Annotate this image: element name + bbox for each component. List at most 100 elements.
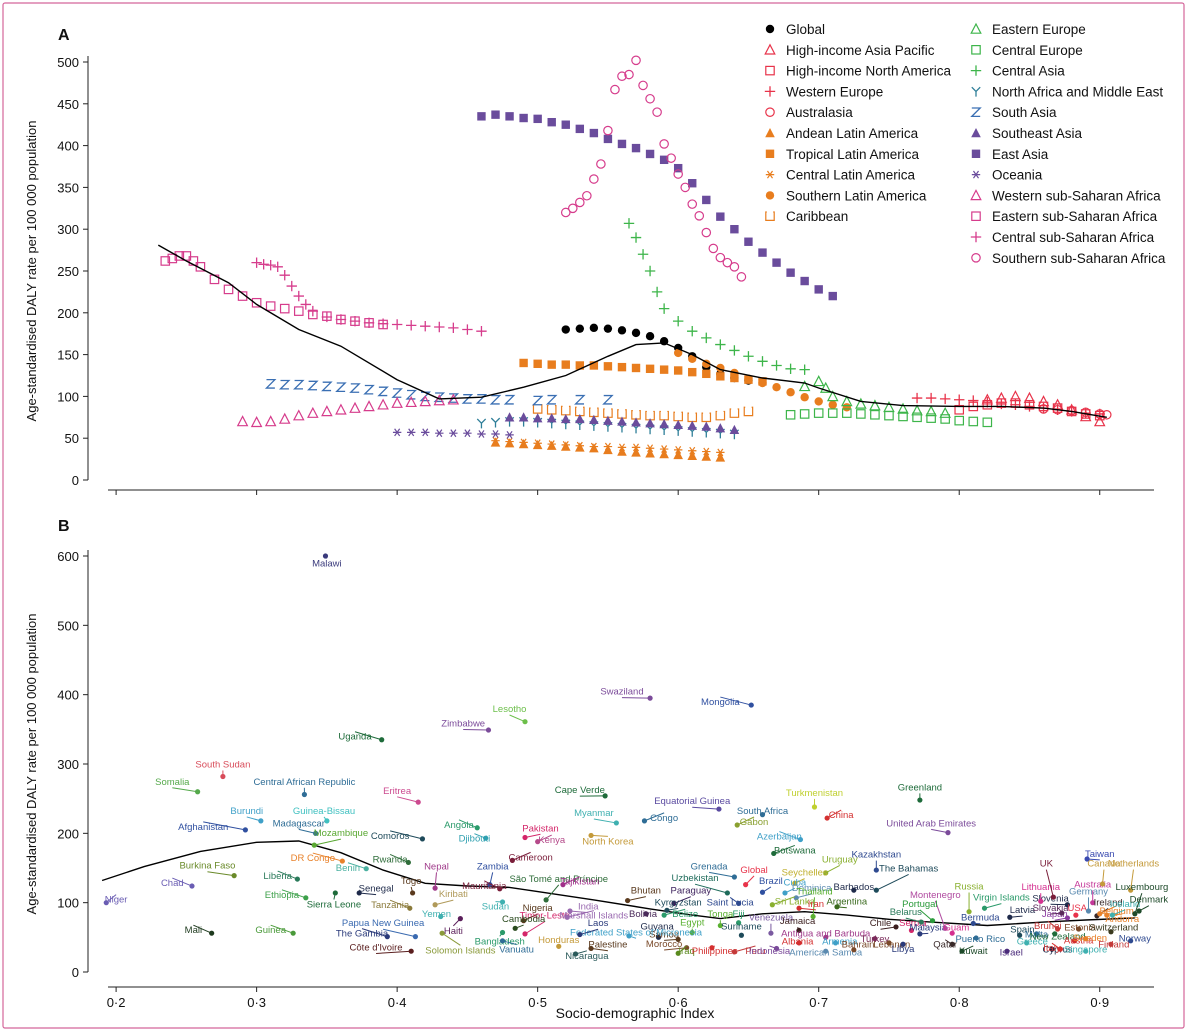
country-dot (1049, 946, 1055, 952)
country-serbia: Serbia (899, 918, 927, 934)
country-dot (731, 949, 737, 955)
country-label: Albania (782, 936, 814, 947)
country-iran: Iran (796, 899, 824, 911)
country-label: Mauritania (462, 881, 507, 892)
country-dot (917, 931, 923, 937)
country-laos: Laos (577, 918, 609, 938)
country-dot (363, 866, 369, 872)
data-point (708, 243, 719, 254)
leader-line (441, 932, 461, 946)
country-lithuania: Lithuania (1021, 882, 1061, 904)
legend-label: South Asia (992, 105, 1057, 120)
country-montenegro: Montenegro (910, 890, 961, 931)
legend-item: Central sub-Saharan Africa (970, 230, 1155, 245)
data-point (589, 128, 599, 138)
country-label: Lebanon (873, 940, 910, 951)
country-ethiopia: Ethiopia (265, 889, 309, 901)
data-point (870, 409, 880, 420)
country-label: Italy (1043, 943, 1061, 954)
data-point (533, 359, 542, 368)
data-point (912, 412, 922, 423)
legend-item: Australasia (765, 105, 853, 120)
country-zimbabwe: Zimbabwe (441, 719, 492, 733)
country-greece: Greece (1017, 936, 1048, 947)
data-point (673, 449, 683, 460)
leader-line (545, 884, 560, 901)
leader-line (277, 870, 298, 880)
country-dot (356, 890, 362, 896)
data-point (659, 445, 669, 453)
country-label: Turkey (861, 934, 890, 945)
country-bhutan: Bhutan (624, 886, 661, 904)
data-point (307, 305, 319, 317)
data-point (363, 400, 375, 412)
data-point (799, 409, 810, 419)
data-point (603, 444, 613, 455)
data-point (251, 297, 262, 308)
data-point (939, 406, 951, 418)
leader-line (203, 821, 246, 831)
country-label: São Tomé and Príncipe (509, 874, 608, 885)
country-dot (624, 897, 631, 904)
data-point (771, 360, 782, 371)
data-point (603, 415, 613, 425)
leader-line (389, 899, 410, 909)
legend-item: Oceania (971, 168, 1043, 183)
country-virgin-islands: Virgin Islands (973, 893, 1030, 911)
country-label: Sweden (1073, 933, 1107, 944)
country-label: South Africa (737, 806, 789, 817)
country-dot (771, 850, 777, 857)
country-chile: Chile (870, 918, 899, 930)
country-cambodia: Cambodia (502, 914, 546, 931)
country-dot (689, 929, 695, 936)
trend-line (157, 244, 1107, 418)
data-point (954, 404, 965, 415)
legend-item: Southern Latin America (765, 188, 927, 203)
country-israel: Israel (1000, 947, 1023, 958)
legend-item: North Africa and Middle East (971, 84, 1163, 99)
country-dot (641, 818, 648, 824)
data-point (461, 394, 474, 404)
data-point (716, 448, 725, 457)
country-dot (1033, 931, 1040, 937)
country-dot (602, 793, 608, 799)
country-dot (560, 882, 566, 888)
data-point (519, 113, 528, 123)
data-point (279, 269, 290, 281)
country-dot (339, 858, 345, 864)
legend-marker (971, 149, 981, 158)
leader-line (826, 809, 842, 819)
country-dot (521, 918, 527, 924)
country-label: Central African Republic (253, 777, 355, 788)
y-tick-label: 250 (57, 264, 79, 279)
country-dot (324, 818, 330, 824)
country-singapore: Singapore (1064, 945, 1107, 956)
country-label: Cameroon (508, 852, 552, 863)
y-axis-title: Age-standardised DALY rate per 100 000 p… (24, 121, 39, 422)
country-label: Uganda (338, 732, 372, 743)
legend-label: Southern sub-Saharan Africa (992, 251, 1166, 266)
country-label: Solomon Islands (425, 945, 495, 956)
data-point (828, 291, 837, 301)
data-point (250, 416, 263, 428)
country-label: Lithuania (1021, 882, 1060, 893)
legend-label: Caribbean (786, 209, 848, 224)
country-dot (408, 948, 414, 954)
country-sudan: Sudan (482, 899, 509, 913)
country-dot (242, 827, 248, 833)
country-label: Qatar (933, 940, 957, 951)
y-tick-label: 0 (72, 965, 79, 980)
country-peru: Peru (731, 945, 766, 957)
leader-line (779, 831, 801, 841)
data-point (812, 375, 825, 387)
country-dot (917, 797, 923, 803)
data-point (547, 360, 556, 369)
legend-label: North Africa and Middle East (992, 84, 1163, 99)
y-tick-label: 300 (57, 757, 79, 772)
data-point (680, 182, 691, 193)
country-north-korea: North Korea (582, 832, 634, 847)
leader-line (524, 833, 541, 838)
country-label: Denmark (1130, 895, 1169, 906)
data-point (813, 408, 824, 418)
